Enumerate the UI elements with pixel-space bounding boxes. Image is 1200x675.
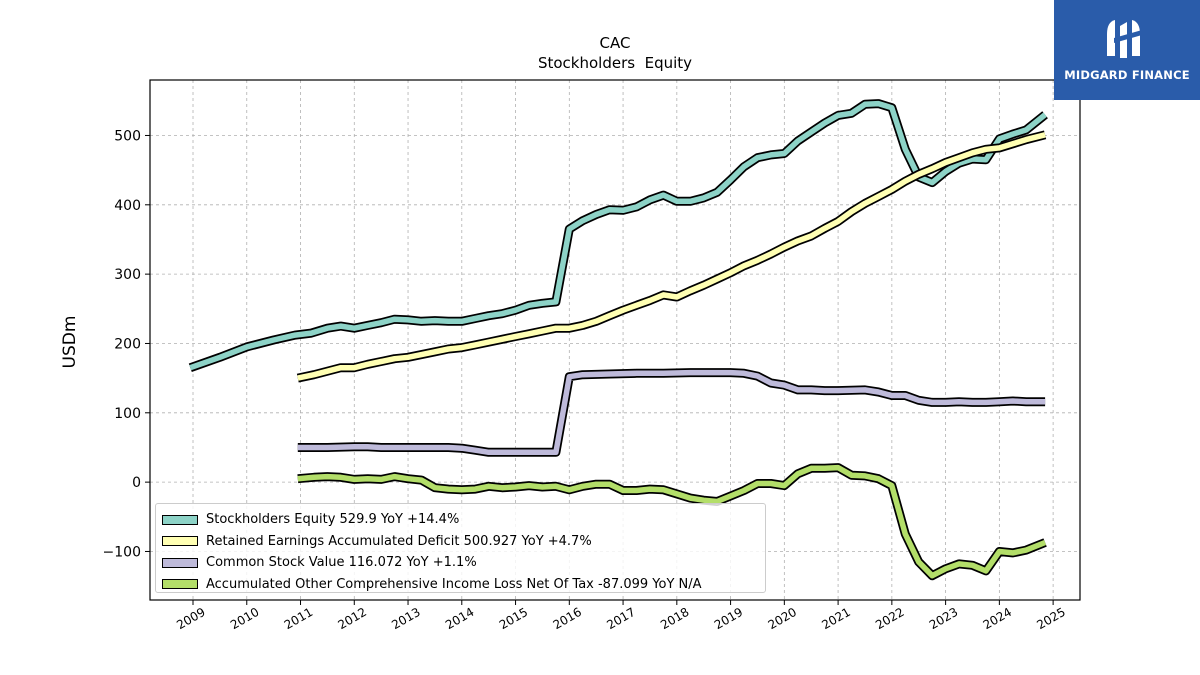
legend-label: Accumulated Other Comprehensive Income L… — [206, 576, 702, 592]
legend-item-retained-earnings: Retained Earnings Accumulated Deficit 50… — [162, 531, 765, 553]
series-line-3 — [297, 464, 1047, 579]
legend-label: Stockholders Equity 529.9 YoY +14.4% — [206, 512, 460, 528]
legend-item-stockholders-equity: Stockholders Equity 529.9 YoY +14.4% — [162, 509, 765, 531]
legend-swatch — [162, 579, 198, 590]
legend-swatch — [162, 536, 198, 547]
y-tick-label: 300 — [114, 267, 141, 283]
legend-label: Retained Earnings Accumulated Deficit 50… — [206, 533, 592, 549]
plot-frame — [149, 79, 1081, 601]
x-tick-label: 2010 — [228, 605, 261, 632]
x-tick-label: 2014 — [443, 605, 476, 632]
legend-swatch — [162, 514, 198, 525]
x-tick-label: 2022 — [873, 605, 906, 632]
brand-name: MIDGARD FINANCE — [1064, 68, 1190, 82]
brand-logo-icon — [1107, 20, 1142, 58]
x-tick-label: 2017 — [604, 605, 637, 632]
x-tick-label: 2015 — [497, 605, 530, 632]
x-tick-label: 2018 — [658, 605, 691, 632]
series-line-1 — [297, 132, 1046, 381]
chart-title: CAC — [600, 34, 631, 52]
grid — [150, 80, 1080, 600]
y-tick-label: 100 — [114, 406, 141, 422]
legend-item-common-stock: Common Stock Value 116.072 YoY +1.1% — [162, 552, 765, 574]
series-line-0 — [189, 100, 1047, 371]
chart-subtitle: Stockholders Equity — [538, 54, 692, 72]
series-lines — [188, 99, 1048, 581]
y-tick-label: −100 — [103, 544, 141, 560]
legend-swatch — [162, 557, 198, 568]
y-tick-label: 0 — [132, 475, 141, 491]
legend-item-aoci: Accumulated Other Comprehensive Income L… — [162, 574, 765, 596]
x-tick-label: 2011 — [282, 605, 315, 632]
x-tick-label: 2020 — [766, 605, 799, 632]
series-line-2 — [297, 369, 1046, 456]
y-tick-label: 400 — [114, 198, 141, 214]
legend: Stockholders Equity 529.9 YoY +14.4% Ret… — [155, 503, 766, 593]
y-axis-label: USDm — [60, 316, 80, 369]
x-tick-label: 2023 — [927, 605, 960, 632]
x-tick-label: 2013 — [389, 605, 422, 632]
y-tick-label: 500 — [114, 128, 141, 144]
x-tick-label: 2012 — [336, 605, 369, 632]
brand-logo: MIDGARD FINANCE — [1054, 0, 1200, 100]
x-tick-label: 2025 — [1034, 605, 1067, 632]
x-tick-label: 2019 — [712, 605, 745, 632]
legend-label: Common Stock Value 116.072 YoY +1.1% — [206, 555, 477, 571]
x-tick-label: 2021 — [819, 605, 852, 632]
y-tick-label: 200 — [114, 336, 141, 352]
x-tick-label: 2016 — [551, 605, 584, 632]
x-tick-label: 2009 — [174, 605, 207, 632]
x-tick-label: 2024 — [981, 605, 1014, 632]
